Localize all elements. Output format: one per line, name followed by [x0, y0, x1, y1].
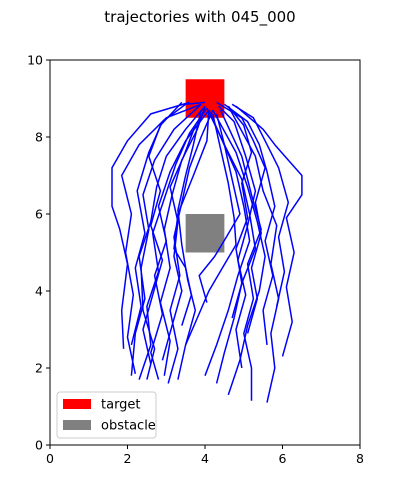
- trajectory-line-10: [161, 109, 206, 361]
- legend-swatch-obstacle: [63, 420, 91, 430]
- trajectory-line-14: [206, 107, 257, 384]
- chart-title: trajectories with 045_000: [104, 8, 295, 27]
- y-tick-label: 10: [27, 53, 43, 68]
- legend-label-obstacle: obstacle: [101, 419, 156, 434]
- trajectory-line-9: [130, 101, 206, 346]
- trajectory-line-21: [227, 105, 253, 319]
- trajectory-line-8: [111, 101, 190, 349]
- legend-swatch-target: [63, 399, 91, 409]
- y-tick-label: 6: [35, 207, 43, 222]
- axes: 0 2 4 6 8 0 2 4 6 8 10: [27, 53, 364, 467]
- trajectory-line-24: [173, 110, 210, 326]
- y-tick-label: 4: [35, 284, 43, 299]
- trajectory-line-1: [130, 105, 206, 376]
- trajectory-line-5: [159, 105, 206, 376]
- trajectory-line-16: [219, 109, 262, 401]
- trajectory-line-6: [167, 109, 214, 384]
- x-tick-label: 0: [46, 451, 54, 466]
- trajectory-line-11: [177, 109, 202, 380]
- trajectory-line-22: [184, 113, 237, 346]
- x-tick-label: 2: [124, 451, 132, 466]
- trajectory-line-25: [231, 103, 290, 307]
- obstacle-region: [185, 214, 225, 253]
- plot-area: [111, 79, 303, 403]
- legend-label-target: target: [101, 398, 141, 413]
- trajectory-line-3: [140, 103, 202, 380]
- y-tick-label: 8: [35, 130, 43, 145]
- trajectory-line-7: [120, 103, 202, 374]
- y-tick-label: 0: [35, 438, 43, 453]
- trajectory-line-23: [198, 113, 241, 303]
- trajectory-line-12: [142, 101, 183, 365]
- x-tick-label: 6: [279, 451, 287, 466]
- trajectory-line-20: [216, 101, 266, 334]
- legend: target obstacle: [56, 391, 157, 439]
- y-tick-label: 2: [35, 361, 43, 376]
- trajectory-line-26: [218, 105, 257, 369]
- trajectory-line-18: [223, 103, 276, 345]
- x-tick-label: 8: [356, 451, 364, 466]
- trajectory-line-19: [235, 105, 303, 357]
- x-tick-label: 4: [201, 451, 209, 466]
- trajectory-line-15: [212, 109, 266, 396]
